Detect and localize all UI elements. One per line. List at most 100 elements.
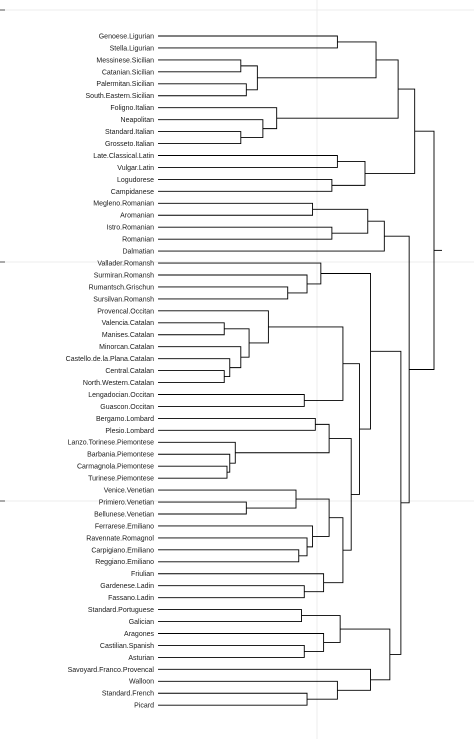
leaf-label: Standard.Italian	[105, 129, 154, 136]
dendrogram-branch	[158, 358, 231, 378]
leaf-labels: Genoese.Ligurian Stella.Ligurian Messinese…	[66, 33, 155, 709]
leaf-label: Picard	[134, 703, 154, 710]
leaf-label: Friulian	[131, 571, 154, 578]
dendrogram-branch	[301, 615, 341, 643]
leaf-label: Sursilvan.Romansh	[93, 296, 154, 303]
leaf-label: Stella.Ligurian	[110, 45, 154, 52]
leaf-label: Neapolitan	[121, 117, 155, 124]
dendrogram-branch	[158, 119, 264, 139]
leaf-label: Provencal.Occitan	[97, 308, 154, 315]
dendrogram-branch	[158, 489, 297, 509]
leaf-label: Central.Catalan	[105, 368, 154, 375]
dendrogram-branch	[158, 537, 308, 557]
dendrogram-branch	[158, 346, 242, 369]
leaf-label: Vallader.Romansh	[97, 260, 154, 267]
dendrogram-branch	[158, 549, 300, 563]
leaf-label: Barbania.Piemontese	[87, 452, 154, 459]
dendrogram-branch	[340, 628, 391, 681]
leaf-label: Minorcan.Catalan	[99, 344, 154, 351]
leaf-label: Savoyard.Franco.Provencal	[68, 667, 155, 674]
leaf-label: Carmagnola.Piemontese	[77, 464, 154, 471]
dendrogram-branch	[158, 202, 314, 216]
leaf-label: Plesio.Lombard	[105, 428, 154, 435]
dendrogram-branch	[276, 59, 399, 119]
dendrogram-branch	[365, 88, 416, 174]
leaf-label: Megleno.Romanian	[93, 201, 154, 208]
leaf-label: Reggiano.Emiliano	[95, 559, 154, 566]
dendrogram-branch	[158, 59, 242, 73]
dendrogram-branch	[158, 370, 225, 383]
leaf-label: Fassano.Ladin	[108, 595, 154, 602]
dendrogram-branch	[158, 322, 225, 336]
leaf-label: Messinese.Sicilian	[96, 57, 154, 64]
leaf-label: Aromanian	[120, 213, 154, 220]
dendrogram-branch	[158, 441, 236, 464]
dendrogram-branch	[158, 525, 314, 548]
leaf-label: Foligno.Italian	[110, 105, 154, 112]
dendrogram-branch	[224, 328, 250, 358]
leaf-label: Manises.Catalan	[102, 332, 154, 339]
leaf-label: Lanzo.Torinese.Piemontese	[68, 440, 154, 447]
dendrogram-branch	[158, 668, 371, 691]
dendrogram-branch	[158, 107, 278, 130]
dendrogram-branch	[240, 65, 258, 91]
leaf-label: Primiero.Venetian	[99, 499, 154, 506]
leaf-label: Castilian.Spanish	[100, 643, 154, 650]
dendrogram-branch	[409, 130, 435, 370]
leaf-label: Logudorese	[117, 177, 154, 184]
dendrogram-branches	[158, 35, 442, 706]
leaf-label: Bergamo.Lombard	[96, 416, 154, 423]
dendrogram-branch	[320, 273, 371, 430]
dendrogram-branch	[158, 453, 231, 473]
dendrogram-branch	[158, 680, 338, 700]
dendrogram-branch	[158, 155, 338, 168]
dendrogram-branch	[384, 235, 410, 504]
leaf-label: Lengadocian.Occitan	[88, 392, 154, 399]
dendrogram-branch	[158, 645, 305, 658]
dendrogram-branch	[158, 274, 308, 294]
leaf-label: Aragones	[124, 631, 154, 638]
leaf-label: Istro.Romanian	[107, 225, 155, 232]
leaf-label: North.Western.Catalan	[83, 380, 154, 387]
dendrogram-branch	[158, 83, 247, 97]
dendrogram-branch	[158, 585, 305, 599]
leaf-label: South.Eastern.Sicilian	[86, 93, 155, 100]
leaf-label: Standard.Portuguese	[88, 607, 154, 614]
dendrogram-branch	[158, 573, 325, 593]
dendrogram-branch	[158, 501, 247, 515]
dendrogram-branch	[158, 417, 316, 431]
dendrogram-branch	[323, 517, 344, 584]
dendrogram-branch	[329, 438, 352, 551]
dendrogram-branch	[158, 35, 338, 49]
leaf-label: Valencia.Catalan	[102, 320, 155, 327]
leaf-label: Ferrarese.Emiliano	[95, 523, 154, 530]
leaf-label: Palermitan.Sicilian	[96, 81, 154, 88]
leaf-label: Guascon.Occitan	[100, 404, 154, 411]
leaf-label: Late.Classical.Latin	[93, 153, 154, 160]
leaf-label: Vulgar.Latin	[117, 165, 154, 172]
leaf-label: Ravennate.Romagnol	[86, 535, 154, 542]
dendrogram-branch	[158, 310, 269, 344]
leaf-label: Rumantsch.Grischun	[89, 284, 154, 291]
dendrogram-branch	[158, 692, 308, 706]
leaf-label: Standard.French	[102, 691, 154, 698]
dendrogram-branch	[312, 208, 369, 234]
leaf-label: Campidanese	[111, 189, 154, 196]
dendrogram-branch	[158, 609, 302, 622]
leaf-label: Walloon	[129, 679, 154, 686]
dendrogram-branch	[331, 161, 366, 186]
leaf-label: Romanian	[122, 237, 154, 244]
leaf-label: Asturian	[128, 655, 154, 662]
leaf-label: Castello.de.la.Plana.Catalan	[66, 356, 154, 363]
dendrogram-branch	[158, 394, 305, 407]
dendrogram-branch	[370, 350, 402, 655]
dendrogram-branch	[158, 220, 385, 252]
leaf-label: Bellunese.Venetian	[94, 511, 154, 518]
dendrogram-branch	[158, 131, 242, 144]
leaf-label: Carpigiano.Emiliano	[91, 547, 154, 554]
dendrogram-branch	[158, 633, 325, 652]
leaf-label: Catanian.Sicilian	[102, 69, 154, 76]
dendrogram-branch	[158, 262, 322, 285]
dendrogram-branch	[158, 286, 289, 300]
